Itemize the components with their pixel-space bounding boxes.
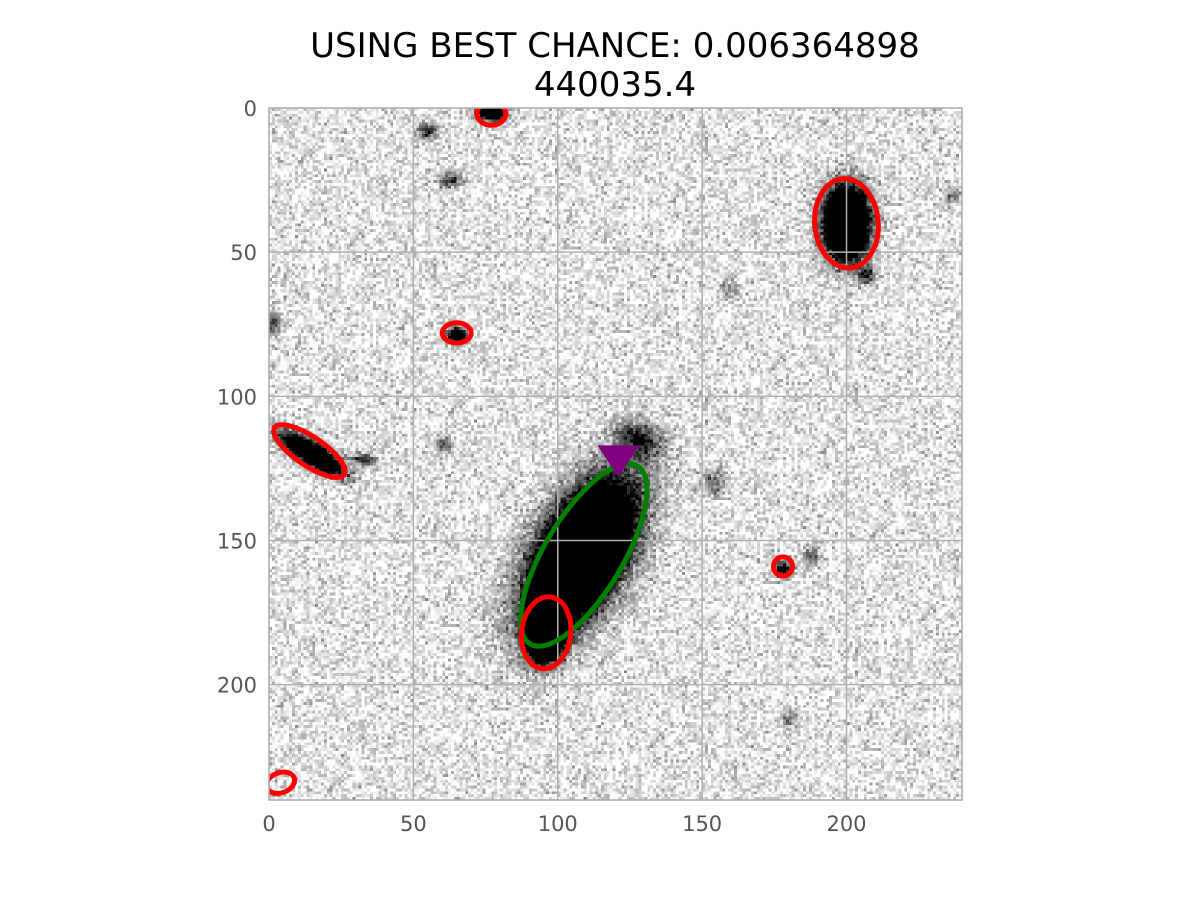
- overlay-layer: [269, 108, 881, 796]
- x-tick-label: 100: [538, 812, 578, 836]
- source-ellipse: [812, 176, 881, 271]
- chart-title: USING BEST CHANCE: 0.006364898 440035.4: [310, 26, 920, 105]
- y-tick-label: 100: [217, 385, 257, 409]
- x-tick-label: 200: [826, 812, 866, 836]
- source-ellipse: [474, 108, 509, 128]
- source-ellipse: [269, 769, 298, 796]
- source-ellipse: [439, 320, 474, 346]
- y-tick-label: 0: [244, 97, 257, 121]
- transient-marker: [597, 445, 640, 477]
- source-ellipse: [271, 422, 348, 480]
- grid: [269, 108, 962, 800]
- x-tick-label: 150: [682, 812, 722, 836]
- axes-frame: [268, 107, 963, 801]
- x-tick-label: 50: [400, 812, 427, 836]
- y-axis: 0 50 100 150 200: [217, 97, 257, 698]
- source-ellipse: [518, 594, 574, 672]
- x-axis: 0 50 100 150 200: [262, 812, 866, 836]
- title-line-1: USING BEST CHANCE: 0.006364898: [310, 26, 920, 66]
- x-tick-label: 0: [262, 812, 275, 836]
- host-ellipse: [518, 461, 650, 649]
- y-tick-label: 200: [217, 674, 257, 698]
- source-ellipse: [770, 554, 796, 579]
- y-tick-label: 150: [217, 530, 257, 554]
- y-tick-label: 50: [230, 241, 257, 265]
- title-line-2: 440035.4: [534, 65, 696, 105]
